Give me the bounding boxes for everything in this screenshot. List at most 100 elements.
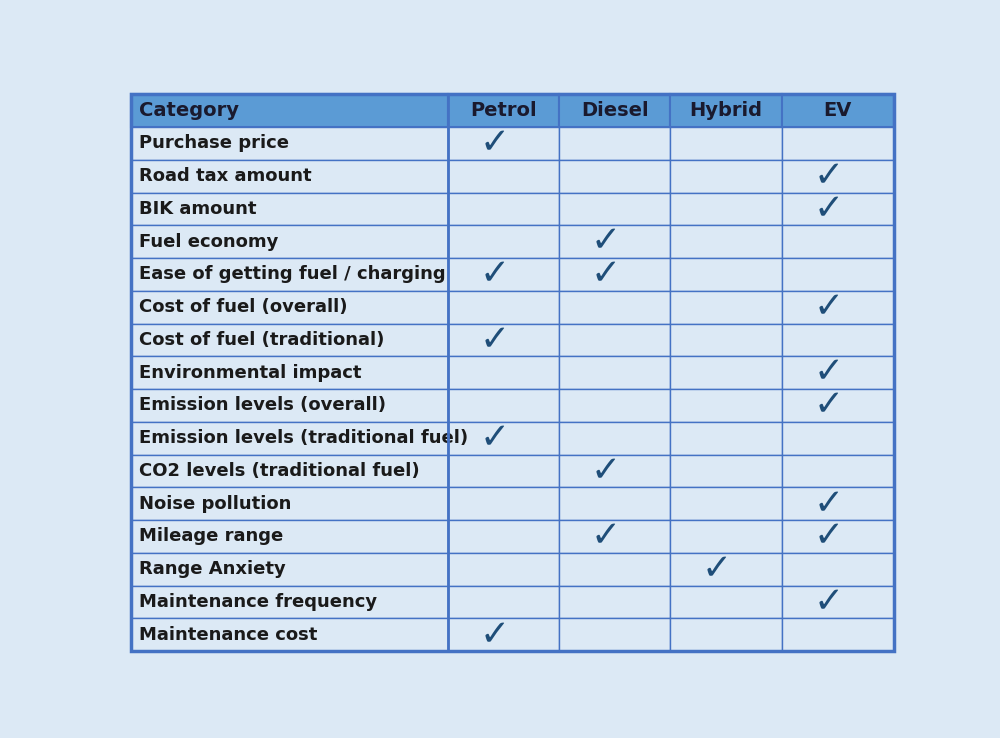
Bar bbox=[670, 225, 782, 258]
Bar bbox=[131, 356, 448, 389]
Bar bbox=[782, 586, 894, 618]
Bar bbox=[670, 520, 782, 553]
Text: Fuel economy: Fuel economy bbox=[139, 232, 278, 251]
Bar bbox=[131, 389, 448, 422]
Bar bbox=[782, 487, 894, 520]
Text: Mileage range: Mileage range bbox=[139, 528, 283, 545]
Bar bbox=[559, 94, 670, 127]
Bar bbox=[131, 618, 448, 651]
Bar bbox=[670, 618, 782, 651]
Text: ✓: ✓ bbox=[591, 258, 621, 292]
Text: ✓: ✓ bbox=[814, 290, 844, 324]
Text: ✓: ✓ bbox=[814, 487, 844, 521]
Text: ✓: ✓ bbox=[814, 356, 844, 390]
Bar bbox=[448, 291, 559, 323]
Bar bbox=[448, 258, 559, 291]
Bar bbox=[559, 487, 670, 520]
Text: ✓: ✓ bbox=[591, 520, 621, 554]
Bar bbox=[448, 422, 559, 455]
Text: Noise pollution: Noise pollution bbox=[139, 494, 291, 513]
Text: Environmental impact: Environmental impact bbox=[139, 364, 361, 382]
Text: ✓: ✓ bbox=[591, 224, 621, 258]
Bar bbox=[448, 553, 559, 586]
Bar bbox=[782, 618, 894, 651]
Bar bbox=[448, 618, 559, 651]
Text: ✓: ✓ bbox=[814, 388, 844, 422]
Text: ✓: ✓ bbox=[479, 258, 510, 292]
Text: Maintenance cost: Maintenance cost bbox=[139, 626, 317, 644]
Text: Emission levels (traditional fuel): Emission levels (traditional fuel) bbox=[139, 430, 468, 447]
Bar bbox=[448, 225, 559, 258]
Bar bbox=[559, 159, 670, 193]
Bar bbox=[782, 291, 894, 323]
Bar bbox=[559, 586, 670, 618]
Bar bbox=[670, 422, 782, 455]
Text: Cost of fuel (overall): Cost of fuel (overall) bbox=[139, 298, 347, 316]
Bar bbox=[782, 356, 894, 389]
Bar bbox=[559, 225, 670, 258]
Text: Diesel: Diesel bbox=[581, 101, 649, 120]
Bar bbox=[670, 455, 782, 487]
Bar bbox=[782, 225, 894, 258]
Bar bbox=[670, 291, 782, 323]
Bar bbox=[670, 487, 782, 520]
Text: EV: EV bbox=[824, 101, 852, 120]
Bar bbox=[782, 520, 894, 553]
Text: ✓: ✓ bbox=[479, 126, 510, 160]
Bar bbox=[448, 586, 559, 618]
Text: Purchase price: Purchase price bbox=[139, 134, 289, 152]
Text: Road tax amount: Road tax amount bbox=[139, 167, 311, 185]
Bar bbox=[670, 323, 782, 356]
Bar bbox=[782, 422, 894, 455]
Text: BIK amount: BIK amount bbox=[139, 200, 256, 218]
Text: ✓: ✓ bbox=[591, 454, 621, 488]
Bar bbox=[131, 159, 448, 193]
Bar bbox=[448, 487, 559, 520]
Bar bbox=[670, 356, 782, 389]
Bar bbox=[782, 455, 894, 487]
Bar bbox=[559, 356, 670, 389]
Text: Emission levels (overall): Emission levels (overall) bbox=[139, 396, 386, 415]
Bar bbox=[782, 553, 894, 586]
Bar bbox=[448, 94, 559, 127]
Bar bbox=[670, 193, 782, 225]
Bar bbox=[782, 127, 894, 159]
Text: Category: Category bbox=[139, 101, 239, 120]
Text: ✓: ✓ bbox=[814, 520, 844, 554]
Bar bbox=[131, 258, 448, 291]
Text: ✓: ✓ bbox=[479, 618, 510, 652]
Bar bbox=[448, 159, 559, 193]
Bar bbox=[131, 193, 448, 225]
Bar bbox=[131, 94, 448, 127]
Bar bbox=[782, 258, 894, 291]
Bar bbox=[131, 553, 448, 586]
Bar bbox=[559, 520, 670, 553]
Bar bbox=[131, 291, 448, 323]
Bar bbox=[559, 291, 670, 323]
Bar bbox=[131, 323, 448, 356]
Bar bbox=[670, 258, 782, 291]
Bar bbox=[670, 586, 782, 618]
Text: ✓: ✓ bbox=[814, 192, 844, 226]
Bar bbox=[448, 389, 559, 422]
Text: CO2 levels (traditional fuel): CO2 levels (traditional fuel) bbox=[139, 462, 419, 480]
Bar bbox=[559, 323, 670, 356]
Bar bbox=[559, 193, 670, 225]
Bar bbox=[670, 553, 782, 586]
Bar bbox=[448, 193, 559, 225]
Bar bbox=[782, 159, 894, 193]
Bar bbox=[559, 618, 670, 651]
Text: Maintenance frequency: Maintenance frequency bbox=[139, 593, 377, 611]
Bar bbox=[448, 520, 559, 553]
Bar bbox=[559, 389, 670, 422]
Text: Range Anxiety: Range Anxiety bbox=[139, 560, 286, 579]
Bar bbox=[131, 487, 448, 520]
Bar bbox=[559, 422, 670, 455]
Text: Cost of fuel (traditional): Cost of fuel (traditional) bbox=[139, 331, 384, 349]
Bar bbox=[670, 127, 782, 159]
Bar bbox=[131, 127, 448, 159]
Bar bbox=[782, 323, 894, 356]
Text: ✓: ✓ bbox=[479, 421, 510, 455]
Bar bbox=[131, 520, 448, 553]
Text: Petrol: Petrol bbox=[470, 101, 537, 120]
